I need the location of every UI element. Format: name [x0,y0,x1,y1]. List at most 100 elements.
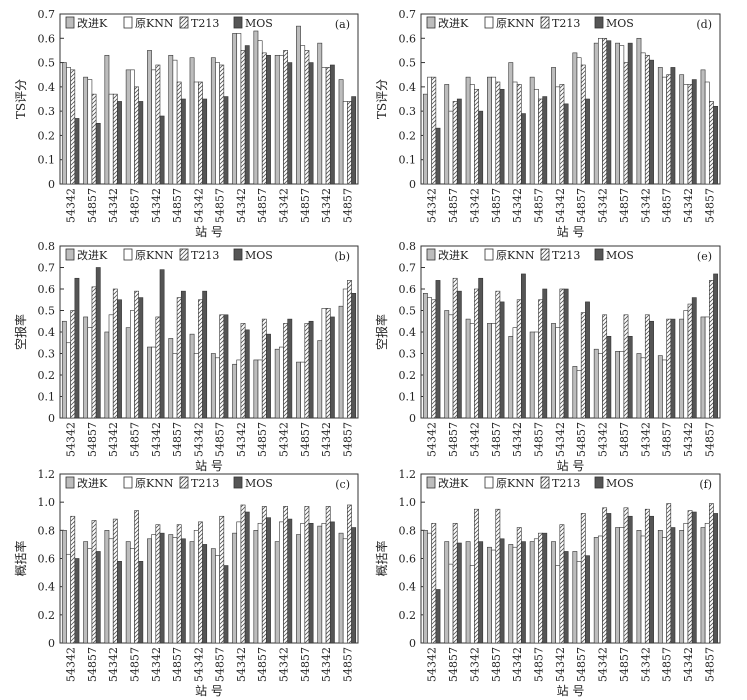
bar [679,530,685,644]
bar [223,565,229,644]
bar [180,538,186,644]
bar [261,506,267,644]
bar [108,314,114,419]
legend-label: T213 [552,17,580,30]
bar [551,67,556,185]
y-tick-label: 0.2 [399,609,417,622]
y-tick-label: 1.2 [399,468,417,481]
legend-label: MOS [245,17,273,30]
bar [296,534,301,644]
legend-label: MOS [245,477,273,490]
bar [95,551,101,644]
legend-label: 改进K [77,248,108,262]
x-tick-label: 54342 [426,647,439,682]
bar [159,115,165,185]
bar [435,589,441,644]
bar [619,45,625,185]
x-tick-label: 54342 [278,647,291,682]
bar [104,54,110,185]
bar [198,299,203,419]
bar [644,54,650,185]
bar [487,76,492,185]
bar [687,84,693,185]
bar [347,280,352,419]
bar [244,329,250,419]
panel-label: (a) [335,18,350,31]
bar [287,518,293,644]
y-tick-label: 0.2 [38,609,56,622]
bar [176,297,182,419]
bar [253,530,259,644]
bar [130,69,135,185]
bar [657,355,663,419]
bar [572,551,578,644]
bar [422,530,428,644]
bar [193,353,199,419]
x-tick-label: 54857 [661,647,674,682]
x-tick-label: 54857 [129,647,142,682]
bar [138,101,144,185]
bar [521,113,526,185]
bar [283,323,288,419]
plot-frame [59,13,359,185]
x-tick-label: 54857 [129,422,142,457]
x-tick-label: 54342 [468,188,481,223]
x-tick-label: 54857 [214,188,227,223]
x-tick-label: 54857 [256,422,269,457]
y-axis-label: 概括率 [374,540,389,576]
legend-label: T213 [552,249,580,262]
x-tick-label: 54857 [703,188,716,223]
x-tick-label: 54857 [618,647,631,682]
y-tick-label: 0.1 [38,154,56,167]
bar [215,555,220,644]
bar [168,54,174,185]
bar [215,62,220,185]
x-tick-label: 54342 [320,188,333,223]
chart-panel: 0 0.2 0.4 0.6 0.8 1.0 1.2 概括率 (f) 改进K 原KNN T213 MOS 5… [374,468,721,698]
bar [704,522,710,644]
bar [533,331,539,419]
legend-label: 改进K [77,476,108,490]
x-tick-label: 54342 [554,188,567,223]
bar [593,537,599,644]
y-tick-label: 0.1 [38,391,56,404]
bar [317,525,323,644]
bar [691,511,697,644]
x-tick-label: 54342 [65,422,78,457]
legend-label: T213 [191,17,219,30]
x-tick-label: 54342 [511,422,524,457]
bar [325,67,331,185]
bar [338,79,344,185]
y-tick-label: 0.8 [399,240,417,253]
y-tick-label: 0.6 [399,32,417,45]
y-tick-label: 0.5 [399,57,417,70]
bar [108,93,114,185]
bar [308,522,314,644]
bar [687,510,693,644]
bar [338,532,344,644]
bar [317,42,323,185]
legend-swatch [233,476,243,489]
bar [172,353,178,419]
bar [491,549,497,644]
bar [219,515,225,644]
bar [274,54,280,185]
bar [627,515,633,644]
bar [555,86,561,185]
legend-label: 改进K [438,16,469,30]
x-tick-label: 54857 [703,647,716,682]
legend-label: 原KNN [135,249,174,262]
bar [598,37,603,185]
x-tick-label: 54342 [468,422,481,457]
bar [83,541,89,644]
bar [512,327,518,419]
bar [70,310,76,419]
bar [623,507,629,644]
y-tick-label: 0.8 [38,524,56,537]
bar [670,67,676,185]
bar [138,561,144,644]
bar [465,318,471,419]
bar [683,84,689,185]
bar [300,361,306,419]
bar [495,81,501,185]
